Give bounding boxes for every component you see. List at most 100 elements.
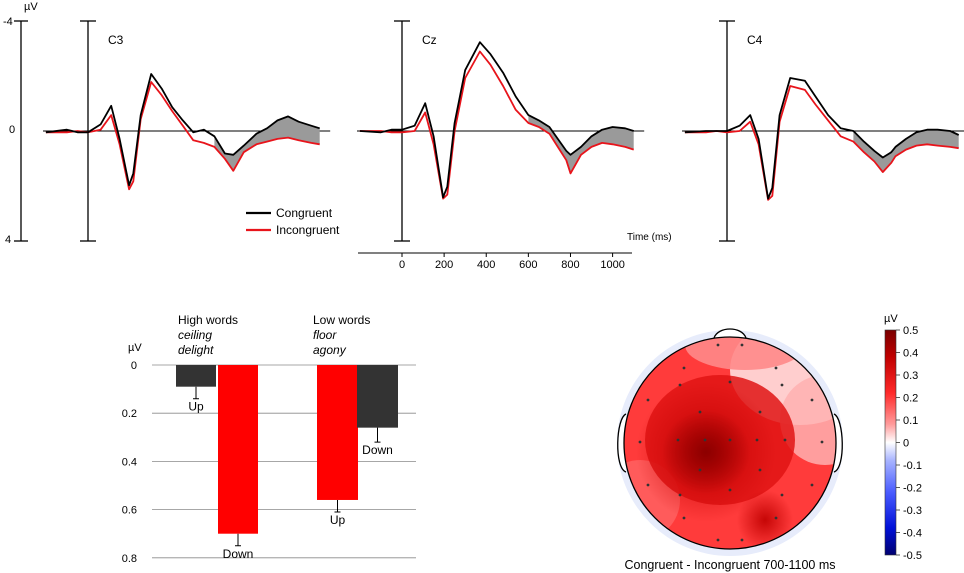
colorbar-tick-label: -0.3: [903, 505, 922, 517]
colorbar-tick-label: -0.2: [903, 483, 922, 495]
electrode-cz: Cz: [357, 20, 645, 242]
erp-y-unit: µV: [24, 1, 38, 13]
group-example-high-2: delight: [178, 343, 214, 357]
legend-label-incongruent: Incongruent: [276, 223, 340, 237]
bar-label: Down: [362, 443, 393, 457]
bar-label: Up: [330, 513, 346, 527]
erp-y-tick-top: -4: [3, 16, 13, 28]
electrode-dot: [716, 343, 720, 347]
electrode-dot: [820, 440, 824, 444]
electrode-dot: [758, 410, 762, 414]
topo-nose: [713, 328, 747, 339]
time-tick-label: 600: [519, 259, 537, 271]
electrode-dot: [698, 468, 702, 472]
electrode-dot: [783, 438, 787, 442]
electrode-c3: C3: [43, 20, 331, 242]
group-example-low-2: agony: [313, 343, 347, 357]
congruent-line: [45, 73, 320, 187]
electrode-c4: C4: [682, 20, 964, 242]
time-tick-label: 800: [561, 259, 579, 271]
electrode-dot: [678, 383, 682, 387]
erp-y-tick-bottom: 4: [5, 234, 11, 246]
topo-right-ear: [833, 413, 843, 473]
electrode-dot: [758, 468, 762, 472]
difference-shading: [528, 115, 634, 174]
incongruent-line: [45, 81, 320, 191]
time-tick-label: 400: [477, 259, 495, 271]
time-axis: Time (ms) 0 200 400 600 800 1000: [358, 232, 672, 271]
time-tick-label: 0: [399, 259, 405, 271]
colorbar-tick-label: -0.1: [903, 460, 922, 472]
bar-y-tick: 0.2: [122, 408, 137, 420]
incongruent-line: [359, 50, 634, 200]
electrode-dot: [740, 538, 744, 542]
electrode-dot: [774, 366, 778, 370]
colorbar-tick-label: 0: [903, 438, 909, 450]
bar-label: Up: [188, 400, 204, 414]
bar: [176, 365, 216, 387]
electrode-dot: [682, 366, 686, 370]
colorbar-tick-label: 0.3: [903, 370, 918, 382]
topo-scalp-map: [624, 337, 836, 549]
electrode-dot: [780, 493, 784, 497]
erp-y-tick-mid: 0: [9, 124, 15, 136]
legend-label-congruent: Congruent: [276, 206, 333, 220]
difference-shading: [214, 116, 320, 171]
group-title-high: High words: [178, 313, 238, 327]
bar-y-unit: µV: [128, 342, 142, 354]
time-tick-label: 200: [435, 259, 453, 271]
incongruent-line: [684, 85, 959, 201]
congruent-line: [684, 77, 960, 200]
colorbar: [884, 329, 897, 556]
colorbar-tick-label: 0.4: [903, 348, 918, 360]
electrode-dot: [755, 438, 759, 442]
topo-title: Congruent - Incongruent 700-1100 ms: [624, 558, 835, 572]
electrode-dot: [646, 398, 650, 402]
colorbar-unit: µV: [884, 313, 898, 325]
electrode-dot: [728, 438, 732, 442]
electrode-dot: [682, 516, 686, 520]
bar-y-tick: 0.4: [122, 456, 137, 468]
electrode-dot: [774, 516, 778, 520]
electrode-dot: [703, 438, 707, 442]
bar: [218, 365, 258, 534]
group-example-low-1: floor: [313, 328, 337, 342]
bar-label: Down: [223, 547, 254, 561]
colorbar-tick-label: 0.5: [903, 325, 918, 337]
colorbar-tick-label: 0.2: [903, 393, 918, 405]
time-axis-label: Time (ms): [627, 232, 672, 243]
electrode-dot: [716, 538, 720, 542]
electrode-dot: [646, 483, 650, 487]
erp-legend: Congruent Incongruent: [246, 206, 340, 237]
electrode-dot: [698, 410, 702, 414]
erp-panel: µV -4 0 4 C3 Cz C4 Congruent Incongruent T…: [3, 1, 964, 271]
colorbar-tick-label: 0.1: [903, 415, 918, 427]
bar-y-tick: 0.6: [122, 505, 137, 517]
erp-y-scale: µV -4 0 4: [3, 1, 38, 246]
colorbar-tick-label: -0.5: [903, 550, 922, 562]
electrode-dot: [810, 483, 814, 487]
colorbar-tick-label: -0.4: [903, 528, 922, 540]
electrode-label: C4: [747, 33, 763, 47]
bar-panel: µV 0 0.2 0.4 0.6 0.8 High words ceiling deli…: [122, 313, 416, 565]
electrode-dot: [780, 383, 784, 387]
group-title-low: Low words: [313, 313, 370, 327]
electrode-dot: [638, 440, 642, 444]
topo-left-ear: [617, 413, 627, 473]
bar: [317, 365, 358, 500]
electrode-dot: [728, 380, 732, 384]
bar-y-tick: 0.8: [122, 553, 137, 565]
topo-head-outline: [623, 336, 837, 550]
electrode-label: Cz: [422, 33, 437, 47]
congruent-line: [359, 41, 634, 199]
electrode-dot: [810, 398, 814, 402]
topo-panel: Congruent - Incongruent 700-1100 ms µV 0…: [617, 313, 922, 572]
difference-shading: [853, 129, 959, 173]
bar-y-tick: 0: [131, 360, 137, 372]
group-example-high-1: ceiling: [178, 328, 212, 342]
electrode-dot: [728, 488, 732, 492]
electrode-dot: [678, 493, 682, 497]
bar: [357, 365, 398, 428]
electrode-dot: [740, 343, 744, 347]
